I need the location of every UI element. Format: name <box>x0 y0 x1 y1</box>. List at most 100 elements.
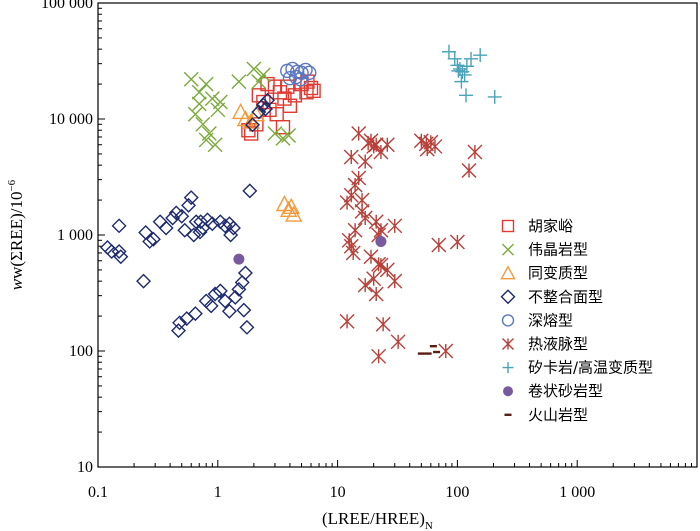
series-8 <box>417 344 441 355</box>
data-point <box>360 135 376 151</box>
data-point <box>441 44 456 59</box>
data-point <box>255 67 271 83</box>
data-point <box>379 262 395 278</box>
data-point <box>239 319 255 335</box>
data-point <box>368 286 384 302</box>
data-point <box>427 138 443 154</box>
data-point <box>165 210 181 226</box>
data-point <box>191 96 207 112</box>
legend-marker <box>504 413 512 416</box>
data-point <box>231 102 250 120</box>
x-tick-label: 1 <box>214 484 222 501</box>
data-point <box>281 128 297 144</box>
data-point <box>438 343 454 359</box>
data-point <box>191 84 207 100</box>
data-point <box>433 350 441 354</box>
y-axis: 10 100 1 000 10 000 100 000 <box>41 0 105 476</box>
data-point <box>223 227 239 243</box>
data-point <box>138 225 154 241</box>
data-point <box>375 316 391 332</box>
data-point <box>371 348 387 364</box>
series-3 <box>99 92 276 339</box>
y-tick-label: 10 <box>77 459 93 476</box>
data-point <box>245 117 261 133</box>
data-point <box>280 79 295 94</box>
data-point <box>302 65 317 81</box>
data-point <box>267 125 283 141</box>
data-point <box>242 183 258 199</box>
data-point <box>172 315 188 331</box>
data-point <box>243 126 259 141</box>
x-tick-label: 10 <box>330 484 346 501</box>
data-point <box>449 234 465 250</box>
data-point <box>187 106 203 122</box>
data-point <box>464 51 479 66</box>
data-point <box>459 88 474 103</box>
legend-marker <box>502 338 514 350</box>
legend-label: 热液脉型 <box>528 335 588 353</box>
data-point <box>339 195 355 211</box>
data-point <box>467 144 483 160</box>
data-point <box>193 214 209 230</box>
data-point <box>351 170 367 186</box>
data-point <box>246 61 262 77</box>
data-point <box>267 79 283 94</box>
data-point <box>345 245 361 261</box>
data-point <box>343 149 359 165</box>
legend-label: 火山岩型 <box>528 406 588 424</box>
data-point <box>177 222 193 238</box>
data-points <box>99 44 502 364</box>
series-4 <box>280 61 317 87</box>
data-point <box>207 137 223 153</box>
data-point <box>207 286 223 302</box>
legend-marker <box>502 362 514 374</box>
x-tick-label: 1 000 <box>559 484 595 501</box>
data-point <box>256 94 271 110</box>
data-point <box>198 132 214 148</box>
data-point <box>247 105 266 122</box>
data-point <box>212 94 228 110</box>
data-point <box>431 237 447 253</box>
data-point <box>236 302 252 318</box>
legend-marker <box>501 314 515 327</box>
data-point <box>251 74 267 90</box>
data-point <box>282 98 298 113</box>
data-point <box>186 227 202 243</box>
data-point <box>192 224 208 240</box>
data-point <box>237 265 253 281</box>
data-point <box>390 334 406 350</box>
data-point <box>113 249 129 265</box>
data-point <box>204 216 220 232</box>
data-point <box>158 220 174 236</box>
data-point <box>341 232 357 248</box>
legend-label: 伟晶岩型 <box>528 241 588 259</box>
data-point <box>104 244 120 260</box>
data-point <box>231 74 247 90</box>
data-point <box>225 220 241 236</box>
x-axis: 0.1 1 10 100 1 000 <box>88 460 693 501</box>
legend-marker <box>503 386 513 397</box>
data-point <box>183 190 199 206</box>
x-axis-title: (LREE/HREE)N <box>322 509 433 531</box>
legend-label: 深熔型 <box>528 311 573 329</box>
data-point <box>417 352 425 355</box>
data-point <box>174 208 190 224</box>
data-point <box>454 74 469 89</box>
legend-marker <box>500 289 516 305</box>
data-point <box>277 91 292 106</box>
x-tick-label: 0.1 <box>88 484 108 501</box>
data-point <box>171 323 187 339</box>
data-point <box>375 235 387 247</box>
series-1 <box>183 61 297 153</box>
series-5 <box>339 125 483 364</box>
legend-marker <box>500 265 516 280</box>
data-point <box>339 313 355 329</box>
legend: 胡家峪伟晶岩型同变质型不整合面型深熔型热液脉型矽卡岩/高温变质型卷状砂岩型火山岩… <box>500 217 653 424</box>
series-6 <box>441 44 502 104</box>
data-point <box>195 116 211 132</box>
data-point <box>99 240 115 256</box>
data-point <box>257 101 273 117</box>
y-tick-label: 1 000 <box>57 227 93 244</box>
data-point <box>419 141 435 157</box>
data-point <box>251 104 267 120</box>
